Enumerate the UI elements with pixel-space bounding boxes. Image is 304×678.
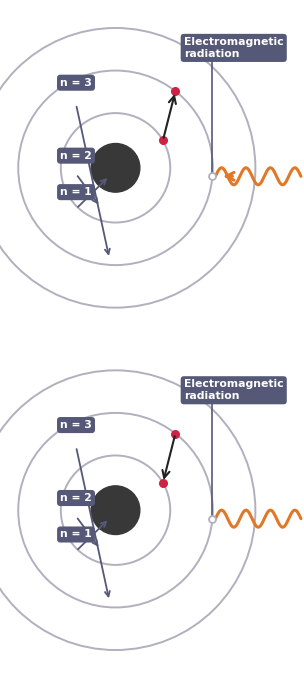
Text: n = 1: n = 1 xyxy=(60,187,92,197)
Text: n = 1: n = 1 xyxy=(60,530,92,540)
Text: n = 3: n = 3 xyxy=(60,420,92,430)
Text: n = 3: n = 3 xyxy=(60,78,92,87)
Text: n = 2: n = 2 xyxy=(60,493,92,503)
Text: n = 2: n = 2 xyxy=(60,151,92,161)
Text: Electromagnetic
radiation: Electromagnetic radiation xyxy=(184,380,284,401)
Circle shape xyxy=(91,144,140,192)
Circle shape xyxy=(91,486,140,534)
Text: Electromagnetic
radiation: Electromagnetic radiation xyxy=(184,37,284,59)
